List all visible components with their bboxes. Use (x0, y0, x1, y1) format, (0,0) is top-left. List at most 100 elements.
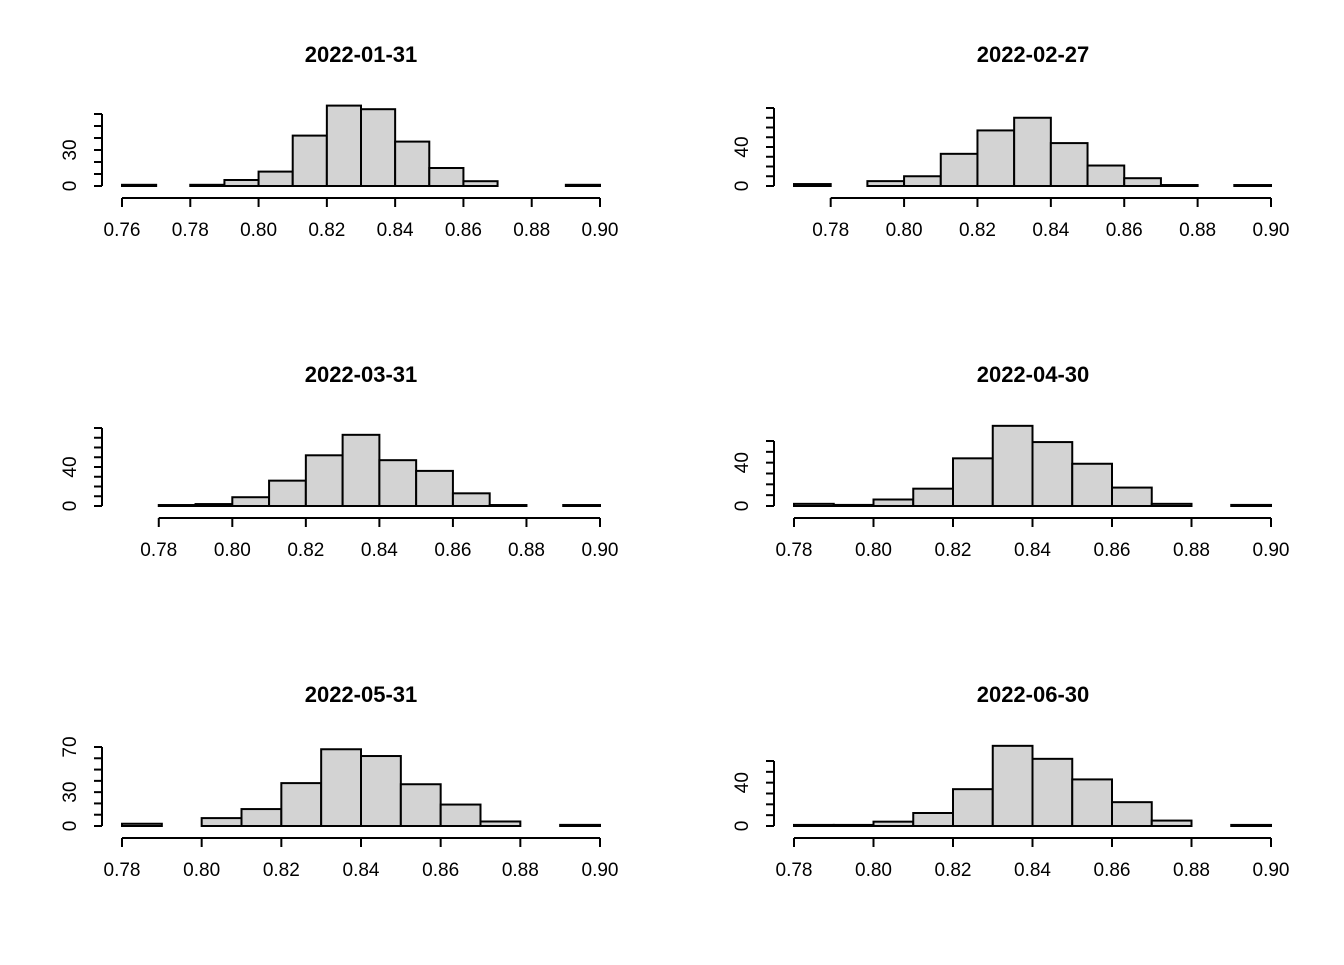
x-tick-label: 0.84 (1014, 860, 1051, 881)
x-tick-label: 0.86 (422, 860, 459, 881)
histogram-panel-1: 2022-01-31 0.76 0.78 0.80 0.82 0.84 0.86 0.88 0.… (60, 42, 618, 241)
x-tick-label: 0.88 (513, 220, 550, 241)
histogram-bar (1150, 819, 1193, 827)
y-tick-label: 70 (60, 736, 81, 757)
histogram-bar (291, 134, 328, 188)
histogram-bar (325, 104, 363, 187)
x-tick-label: 0.90 (1253, 220, 1290, 241)
y-tick-label: 0 (60, 181, 81, 192)
histogram-bar (872, 498, 915, 507)
x-tick-label: 0.86 (1094, 540, 1131, 561)
histogram-bar (189, 183, 226, 188)
histogram-bar (1013, 116, 1052, 187)
x-tick-label: 0.82 (287, 540, 324, 561)
x-tick-label: 0.78 (140, 540, 177, 561)
x-tick-label: 0.80 (855, 860, 892, 881)
panel-title: 2022-06-30 (977, 682, 1090, 707)
x-tick-label: 0.76 (104, 220, 141, 241)
histogram-bar (240, 808, 283, 827)
histogram-bar (462, 180, 499, 187)
histogram-bar (1233, 184, 1273, 187)
x-tick-label: 0.84 (361, 540, 398, 561)
histogram-bar (1071, 778, 1113, 828)
y-tick-label: 0 (732, 821, 753, 832)
x-tick-label: 0.88 (502, 860, 539, 881)
x-tick-label: 0.82 (935, 540, 972, 561)
histogram-bar (280, 782, 323, 827)
x-tick-label: 0.78 (776, 860, 813, 881)
histogram-bar (793, 183, 832, 188)
histogram-bar (952, 457, 994, 508)
histogram-bar (428, 167, 465, 187)
x-tick-label: 0.90 (1253, 860, 1290, 881)
histogram-bar (223, 179, 260, 187)
x-tick-label: 0.78 (172, 220, 209, 241)
x-tick-label: 0.78 (812, 220, 849, 241)
histogram-bar (1159, 184, 1199, 187)
histogram-bar (564, 183, 601, 188)
histogram-bar (121, 822, 163, 828)
y-tick-label: 30 (60, 782, 81, 803)
x-tick-label: 0.84 (1014, 540, 1051, 561)
x-tick-label: 0.80 (886, 220, 923, 241)
histogram-bar (341, 433, 381, 508)
x-tick-label: 0.88 (1173, 540, 1210, 561)
histogram-bar (866, 180, 906, 187)
x-tick-label: 0.86 (1106, 220, 1143, 241)
panel-title: 2022-05-31 (305, 682, 418, 707)
x-tick-label: 0.78 (776, 540, 813, 561)
x-tick-label: 0.82 (935, 860, 972, 881)
histogram-panel-5: 2022-05-31 0.78 0.80 0.82 0.84 0.86 0.88 0.90 0 3… (60, 682, 618, 881)
histogram-bar (1071, 462, 1113, 507)
x-tick-label: 0.82 (308, 220, 345, 241)
y-tick-label: 0 (732, 501, 753, 512)
histogram-bar (360, 108, 397, 187)
histogram-bar (304, 454, 344, 507)
histogram-bar (1230, 503, 1272, 507)
histogram-bar (991, 424, 1034, 508)
histogram-bar (912, 812, 954, 827)
x-tick-label: 0.90 (582, 860, 619, 881)
x-tick-label: 0.78 (104, 860, 141, 881)
x-tick-label: 0.86 (445, 220, 482, 241)
y-tick-label: 30 (60, 139, 81, 160)
histogram-bar (378, 459, 418, 507)
histogram-bar (832, 823, 875, 828)
histogram-bar (257, 170, 294, 188)
histogram-bar (320, 748, 362, 827)
histogram-bar (872, 820, 915, 828)
histogram-bar (793, 823, 835, 828)
y-tick-label: 40 (60, 456, 81, 477)
histogram-bar (268, 479, 307, 507)
y-tick-label: 40 (732, 772, 753, 793)
x-tick-label: 0.84 (343, 860, 380, 881)
x-tick-label: 0.84 (1032, 220, 1069, 241)
histogram-bar (1150, 502, 1193, 508)
histogram-bar (1031, 441, 1074, 508)
histogram-bar (991, 744, 1034, 827)
panel-title: 2022-03-31 (305, 362, 418, 387)
histogram-panel-2: 2022-02-27 0.78 0.80 0.82 0.84 0.86 0.88 0.90 0 4… (732, 42, 1289, 241)
x-tick-label: 0.90 (582, 220, 619, 241)
histogram-bar (451, 492, 491, 508)
panel-title: 2022-01-31 (305, 42, 418, 67)
y-tick-label: 40 (732, 136, 753, 157)
histogram-bar (912, 487, 954, 507)
histogram-bar (1111, 801, 1153, 828)
histogram-bar (903, 175, 942, 187)
histogram-panel-6: 2022-06-30 0.78 0.80 0.82 0.84 0.86 0.88 0.90 0 4… (732, 682, 1289, 881)
histogram-bar (832, 503, 875, 507)
histogram-bar (1049, 142, 1089, 188)
x-tick-label: 0.80 (855, 540, 892, 561)
histogram-bar (793, 502, 835, 508)
y-tick-label: 40 (732, 452, 753, 473)
histogram-bar (488, 504, 528, 507)
panel-title: 2022-04-30 (977, 362, 1090, 387)
histogram-bar (1031, 757, 1074, 827)
x-tick-label: 0.90 (1253, 540, 1290, 561)
y-tick-label: 0 (732, 181, 753, 192)
histogram-panel-3: 2022-03-31 0.78 0.80 0.82 0.84 0.86 0.88 0.90 0 4… (60, 362, 618, 561)
histogram-bar (399, 783, 442, 827)
